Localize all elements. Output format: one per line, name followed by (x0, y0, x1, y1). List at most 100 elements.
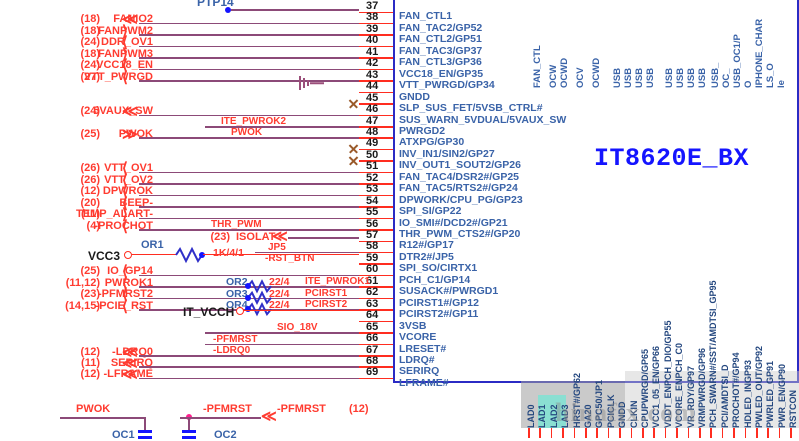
isolat-offpage-connector[interactable]: ≪ (272, 228, 288, 245)
resistor-designator: OR3 (226, 287, 248, 300)
signal-wire (139, 68, 359, 71)
offpage-connector[interactable]: ⟨ (122, 297, 128, 315)
top-net-label: PTP14 (197, 0, 234, 9)
signal-page-ref: (12) (80, 345, 100, 358)
pin-number: 55 (366, 206, 379, 219)
bottom-pin-lead (778, 428, 781, 438)
bottom-label-band-right (625, 371, 799, 428)
pin-lead (359, 80, 393, 82)
offpage-connector[interactable]: ≪ (122, 366, 138, 384)
inline-net-wire (205, 137, 359, 139)
bottom-pin-lead (710, 428, 712, 438)
pin-name: INV_IN1/SIN2/GP27 (399, 147, 495, 160)
signal-net-name: PWROK1 (104, 276, 153, 289)
offpage-connector[interactable]: ≪ (122, 11, 138, 29)
pin-lead (359, 332, 393, 334)
pin-name: SPI_SI/GP22 (399, 205, 462, 218)
pin-number: 49 (366, 137, 379, 150)
pin-number: 65 (366, 320, 379, 333)
offpage-connector[interactable]: ≪ (122, 354, 138, 372)
pin-number: 46 (366, 103, 379, 116)
signal-net-name: -PROCHOT (94, 219, 153, 232)
signal-net-name: SERIRQ (110, 356, 153, 369)
signal-page-ref: (11,12) (65, 276, 100, 289)
pfmrst-offpage-connector[interactable]: ≪ (261, 408, 277, 425)
offpage-connector[interactable]: ⟨ (122, 160, 128, 178)
pin-lead (359, 68, 393, 71)
wire-pwok-cap (60, 417, 145, 419)
bottom-offpage-ref: (12) (349, 403, 369, 415)
wire-vcc3-or1 (132, 254, 176, 255)
offpage-connector[interactable]: ⟨ (122, 274, 128, 292)
pin-name: LRESET# (399, 342, 447, 355)
signal-page-ref: (27) (80, 70, 100, 83)
bottom-pin-lead (642, 428, 644, 438)
offpage-connector[interactable]: ⟨ (122, 34, 128, 52)
pin-number: 45 (366, 91, 379, 104)
offpage-connector[interactable]: ⟩ (122, 206, 128, 224)
oc1-designator: OC1 (112, 429, 135, 441)
oc2-designator: OC2 (214, 429, 237, 441)
offpage-connector[interactable]: ⟨ (122, 263, 128, 281)
bottom-pin-lead (676, 428, 678, 438)
signal-wire (139, 366, 359, 368)
pin-number: 44 (366, 80, 379, 93)
wire-or1-right (203, 254, 359, 255)
pin-lead (359, 148, 393, 151)
offpage-connector[interactable]: ≫ (122, 125, 138, 143)
signal-page-ref: (25) (80, 127, 100, 140)
pin-lead (359, 137, 393, 139)
signal-net-name: -PFMRST2 (98, 288, 153, 301)
signal-wire (139, 171, 359, 174)
signal-page-ref: (14,15) (65, 299, 100, 312)
pin-name: LFRAME# (399, 376, 449, 389)
offpage-connector[interactable]: ⟨ (122, 57, 128, 75)
signal-wire (139, 377, 359, 380)
offpage-connector[interactable]: ⟩ (122, 45, 128, 63)
vcc3-label: VCC3 (88, 249, 121, 263)
offpage-connector[interactable]: ⟨ (122, 194, 128, 212)
offpage-connector[interactable]: ⟨ (122, 171, 128, 189)
pin-number: 42 (366, 57, 379, 70)
offpage-connector[interactable]: ≪ (122, 103, 138, 121)
pin-name: GNDD (399, 90, 430, 103)
signal-wire (139, 194, 359, 197)
pin-name: VCORE (399, 331, 437, 344)
wire-isolat (288, 237, 359, 239)
pin-lead (359, 45, 393, 48)
inline-net-label: ITE_PWROK2 (221, 116, 287, 127)
signal-net-name: FANPWM2 (98, 24, 153, 37)
offpage-connector[interactable]: ⟨ (122, 68, 128, 86)
pin-number: 40 (366, 34, 379, 47)
inline-net-label: -LDRQ0 (213, 345, 251, 356)
signal-page-ref: (12) (80, 368, 100, 381)
signal-page-ref: (4) (86, 219, 100, 232)
offpage-connector[interactable]: ≪ (122, 343, 138, 361)
pin-lead (359, 343, 393, 346)
offpage-connector[interactable]: ⟨ (122, 217, 128, 235)
pin-number: 67 (366, 343, 379, 356)
pin-lead (359, 217, 393, 220)
chip-body (393, 0, 799, 383)
pin-lead (359, 11, 393, 13)
offpage-connector[interactable]: ⟨ (122, 286, 128, 304)
pin-number: 53 (366, 183, 379, 196)
pin-name: DTR2#/JP5 (399, 250, 454, 263)
pin-name: PCIRST1#/GP12 (399, 296, 479, 309)
offpage-connector[interactable]: ⟨ (122, 183, 128, 201)
signal-net-name: VCC18_EN (96, 59, 153, 72)
bottom-pin-lead (528, 428, 530, 438)
inline-net-label: THR_PWM (211, 219, 262, 231)
bottom-pin-lead (664, 428, 667, 438)
pin-name: FAN_CTL1 (399, 10, 453, 23)
pin-name: SERIRQ (399, 365, 440, 378)
pin-name: PWRGD2 (399, 124, 446, 137)
bottom-pin-lead (539, 428, 541, 438)
pin-lead (359, 114, 393, 117)
offpage-connector[interactable]: ⟩ (122, 22, 128, 40)
pin-name: VCC18_EN/GP35 (399, 67, 484, 80)
vcc3-terminal (124, 251, 132, 259)
pin-lead (359, 320, 393, 323)
bottom-pin-lead (699, 428, 701, 438)
pin-number: 47 (366, 114, 379, 127)
